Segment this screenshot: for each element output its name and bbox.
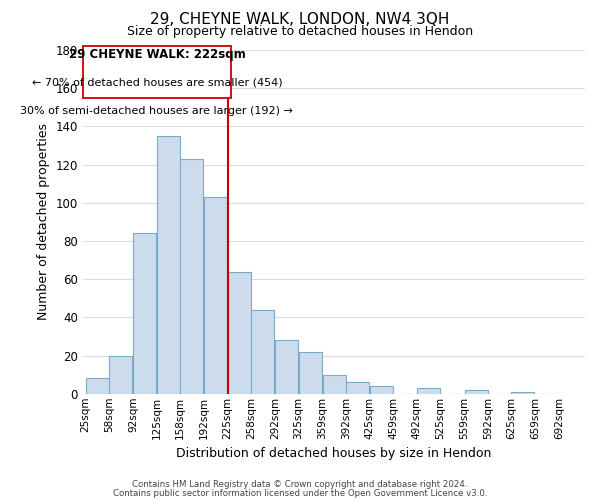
Bar: [86, 378, 109, 394]
Bar: [417, 388, 440, 394]
Bar: [180, 159, 203, 394]
Text: 30% of semi-detached houses are larger (192) →: 30% of semi-detached houses are larger (…: [20, 106, 293, 117]
Text: Contains HM Land Registry data © Crown copyright and database right 2024.: Contains HM Land Registry data © Crown c…: [132, 480, 468, 489]
Bar: [109, 356, 132, 394]
Bar: [346, 382, 369, 394]
Bar: [275, 340, 298, 394]
Bar: [464, 390, 488, 394]
Bar: [251, 310, 274, 394]
Y-axis label: Number of detached properties: Number of detached properties: [37, 124, 50, 320]
Bar: [511, 392, 535, 394]
X-axis label: Distribution of detached houses by size in Hendon: Distribution of detached houses by size …: [176, 447, 491, 460]
Bar: [204, 197, 227, 394]
Bar: [370, 386, 392, 394]
Bar: [299, 352, 322, 394]
Text: ← 70% of detached houses are smaller (454): ← 70% of detached houses are smaller (45…: [32, 77, 282, 87]
Bar: [157, 136, 180, 394]
Bar: [227, 272, 251, 394]
Bar: [323, 374, 346, 394]
Text: 29 CHEYNE WALK: 222sqm: 29 CHEYNE WALK: 222sqm: [68, 48, 245, 61]
Bar: [133, 234, 157, 394]
Text: Contains public sector information licensed under the Open Government Licence v3: Contains public sector information licen…: [113, 488, 487, 498]
Text: Size of property relative to detached houses in Hendon: Size of property relative to detached ho…: [127, 25, 473, 38]
Text: 29, CHEYNE WALK, LONDON, NW4 3QH: 29, CHEYNE WALK, LONDON, NW4 3QH: [151, 12, 449, 28]
FancyBboxPatch shape: [83, 46, 231, 98]
